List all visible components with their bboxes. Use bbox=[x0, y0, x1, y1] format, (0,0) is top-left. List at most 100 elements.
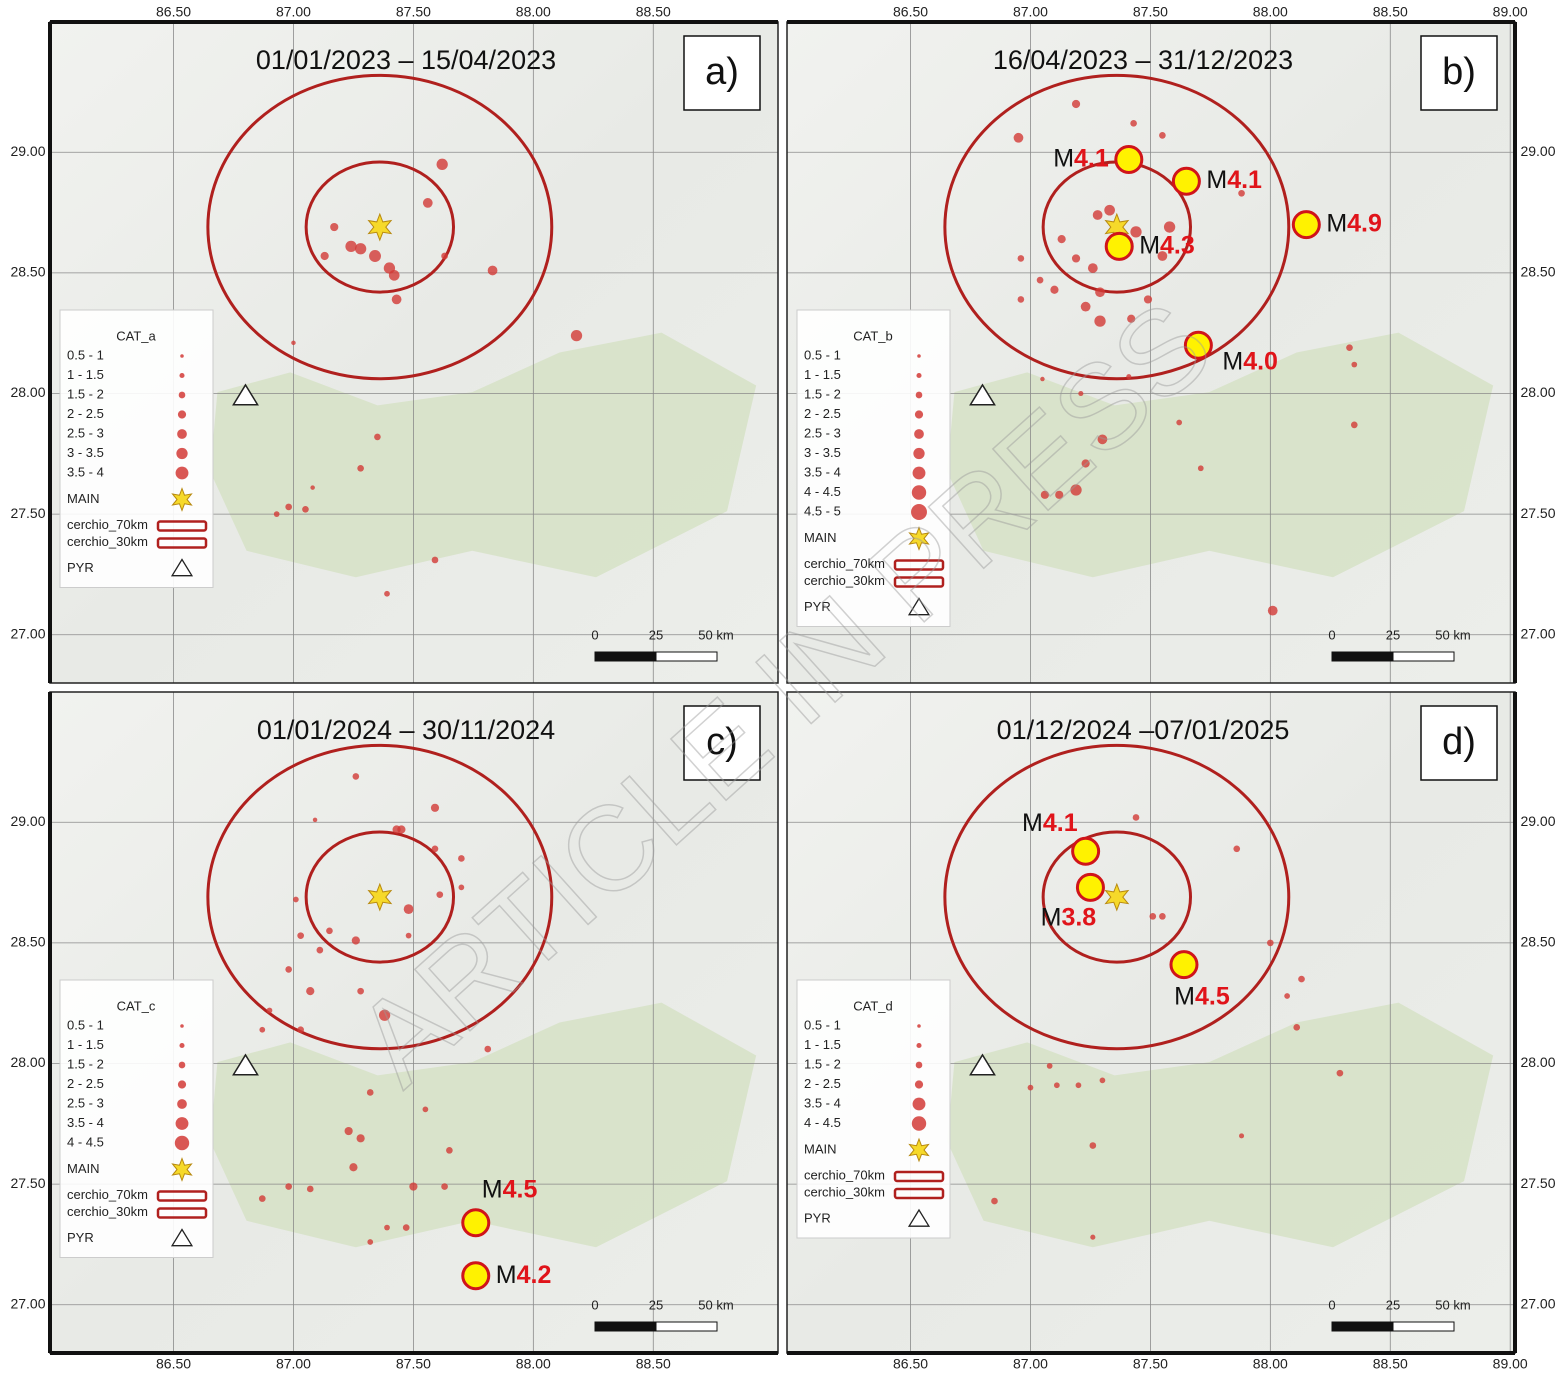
legend-class: 2 - 2.5 bbox=[67, 406, 104, 421]
event bbox=[431, 804, 439, 812]
legend-title: CAT_b bbox=[853, 328, 893, 343]
event bbox=[355, 243, 366, 254]
event bbox=[357, 1134, 365, 1142]
legend-dot bbox=[176, 467, 189, 480]
legend-class: 0.5 - 1 bbox=[67, 347, 104, 362]
x-tick-label: 87.50 bbox=[1133, 1356, 1168, 1372]
legend-dot bbox=[176, 1117, 189, 1130]
scale-bar-label: 50 km bbox=[1435, 627, 1470, 642]
legend-class: 1 - 1.5 bbox=[804, 367, 841, 382]
legend-circle: cerchio_70km bbox=[804, 1167, 885, 1182]
legend-dot bbox=[913, 448, 924, 459]
scale-bar-label: 0 bbox=[591, 1297, 598, 1312]
event bbox=[1284, 993, 1290, 999]
event-label: M4.1 bbox=[1022, 809, 1078, 837]
legend-dot bbox=[178, 1080, 186, 1088]
event bbox=[353, 773, 360, 780]
y-tick-label: 27.50 bbox=[1520, 505, 1555, 521]
event bbox=[1093, 210, 1103, 220]
legend-class: 1.5 - 2 bbox=[804, 1056, 841, 1071]
event-label: M4.9 bbox=[1326, 209, 1382, 237]
scale-bar-label: 0 bbox=[1328, 1297, 1335, 1312]
legend-dot bbox=[177, 1099, 187, 1109]
event bbox=[1239, 1133, 1244, 1138]
event bbox=[1159, 913, 1166, 920]
event-magnitude: 4.1 bbox=[1043, 809, 1078, 837]
legend-dot bbox=[917, 354, 921, 358]
panel-title: 01/01/2024 – 30/11/2024 bbox=[257, 715, 555, 745]
x-tick-label: 89.00 bbox=[1493, 4, 1528, 20]
event-prefix: M bbox=[482, 1175, 503, 1203]
scale-bar-label: 0 bbox=[591, 627, 598, 642]
legend-class: 2 - 2.5 bbox=[67, 1076, 104, 1091]
legend-dot bbox=[179, 1062, 186, 1069]
legend-class: 0.5 - 1 bbox=[804, 1017, 841, 1032]
event bbox=[317, 947, 324, 954]
x-tick-label: 87.00 bbox=[276, 4, 311, 20]
x-tick-label: 88.50 bbox=[1373, 1356, 1408, 1372]
event bbox=[432, 845, 439, 852]
event-magnitude: 3.8 bbox=[1061, 903, 1096, 931]
scale-bar-black bbox=[1332, 1322, 1393, 1331]
event bbox=[437, 159, 448, 170]
legend-dot bbox=[916, 1043, 921, 1048]
event bbox=[459, 885, 465, 891]
event-magnitude: 4.0 bbox=[1243, 347, 1278, 375]
legend-title: CAT_c bbox=[117, 998, 156, 1013]
figure: 86.5087.0087.5088.0088.5029.0028.5028.00… bbox=[0, 0, 1562, 1373]
legend-class: 2.5 - 3 bbox=[67, 1095, 104, 1110]
x-tick-label: 88.00 bbox=[1253, 1356, 1288, 1372]
map-panel: 86.5087.0087.5088.0088.5089.0029.0028.50… bbox=[787, 692, 1556, 1372]
panel-label: d) bbox=[1442, 721, 1476, 763]
event bbox=[1100, 1078, 1106, 1084]
event bbox=[458, 855, 465, 862]
legend-dot bbox=[913, 1098, 926, 1111]
x-tick-label: 86.50 bbox=[156, 4, 191, 20]
legend-class: 4 - 4.5 bbox=[67, 1134, 104, 1149]
event bbox=[302, 506, 309, 513]
scale-bar-label: 0 bbox=[1328, 627, 1335, 642]
map-panel: 86.5087.0087.5088.0088.5029.0028.5028.00… bbox=[10, 4, 778, 683]
y-tick-label: 27.00 bbox=[10, 625, 45, 641]
scale-bar-black bbox=[1332, 652, 1393, 661]
scale-bar-label: 25 bbox=[1386, 627, 1400, 642]
legend-main: MAIN bbox=[804, 1141, 837, 1156]
event bbox=[1351, 422, 1358, 429]
event bbox=[1149, 913, 1156, 920]
event bbox=[345, 1127, 353, 1135]
x-tick-label: 87.00 bbox=[276, 1356, 311, 1372]
event bbox=[1351, 362, 1357, 368]
event bbox=[1037, 277, 1044, 284]
x-tick-label: 87.50 bbox=[396, 1356, 431, 1372]
y-tick-label: 29.00 bbox=[1520, 143, 1555, 159]
scale-bar-label: 50 km bbox=[698, 1297, 733, 1312]
large-event bbox=[463, 1263, 489, 1289]
scale-bar-white bbox=[656, 652, 717, 661]
scale-bar-black bbox=[595, 652, 656, 661]
x-tick-label: 89.00 bbox=[1493, 1356, 1528, 1372]
y-tick-label: 28.00 bbox=[1520, 384, 1555, 400]
x-tick-label: 86.50 bbox=[893, 4, 928, 20]
scale-bar-label: 50 km bbox=[698, 627, 733, 642]
event bbox=[1346, 344, 1353, 351]
event-prefix: M bbox=[1326, 209, 1347, 237]
event bbox=[1267, 940, 1274, 947]
event bbox=[267, 1008, 273, 1014]
event-label: M4.2 bbox=[496, 1260, 552, 1288]
event bbox=[1233, 845, 1240, 852]
event bbox=[259, 1195, 266, 1202]
y-tick-label: 27.00 bbox=[1520, 625, 1555, 641]
legend-class: 2.5 - 3 bbox=[67, 425, 104, 440]
event bbox=[1058, 235, 1066, 243]
scale-bar-label: 50 km bbox=[1435, 1297, 1470, 1312]
event bbox=[293, 897, 299, 903]
event-magnitude: 4.2 bbox=[517, 1260, 552, 1288]
event bbox=[285, 1183, 292, 1190]
event bbox=[991, 1198, 998, 1205]
event-label: M4.1 bbox=[1053, 144, 1109, 172]
event bbox=[384, 591, 390, 597]
y-tick-label: 27.00 bbox=[10, 1295, 45, 1311]
legend-title: CAT_d bbox=[853, 998, 893, 1013]
legend-dot bbox=[917, 1024, 921, 1028]
panel-label: b) bbox=[1442, 51, 1476, 93]
